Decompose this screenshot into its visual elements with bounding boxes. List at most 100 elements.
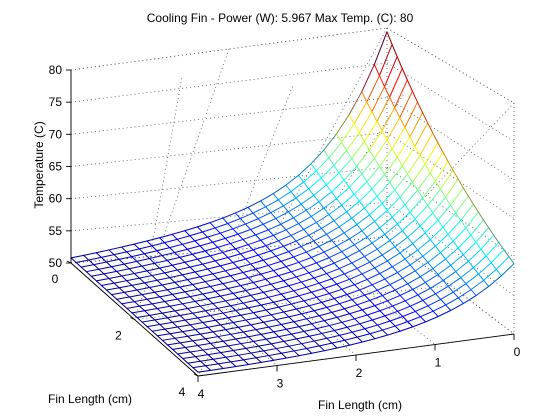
mesh-line-u-1-22 <box>353 101 368 125</box>
mesh-line-u-22-15 <box>371 315 386 321</box>
mesh-line-v-16-18 <box>364 294 371 301</box>
mesh-line-u-16-13 <box>316 293 330 298</box>
mesh-line-u-14-8 <box>242 299 257 304</box>
mesh-line-u-2-11 <box>219 228 234 234</box>
mesh-line-u-19-14 <box>343 304 358 310</box>
mesh-line-v-16-6 <box>303 228 310 236</box>
mesh-line-v-4-16 <box>202 322 209 328</box>
mesh-line-u-19-6 <box>242 329 257 333</box>
mesh-line-v-13-5 <box>260 239 267 247</box>
mesh-line-u-3-19 <box>325 172 340 186</box>
mesh-line-v-11-1 <box>214 227 221 234</box>
mesh-line-v-12-12 <box>283 280 290 287</box>
mesh-line-v-5-14 <box>204 310 211 316</box>
mesh-line-v-24-0 <box>373 63 380 77</box>
mesh-line-v-9-10 <box>235 280 242 287</box>
mesh-line-v-23-14 <box>432 212 439 221</box>
mesh-line-u-11-7 <box>214 288 229 292</box>
mesh-line-u-2-23 <box>371 86 386 113</box>
mesh-line-v-21-14 <box>407 236 414 245</box>
mesh-line-u-24-5 <box>255 355 270 359</box>
mesh-line-u-12-1 <box>144 308 158 312</box>
mesh-line-v-18-9 <box>343 232 350 240</box>
mesh-line-v-19-12 <box>371 242 378 250</box>
x-vertical-grid-line-3 <box>149 78 183 257</box>
mesh-line-u-24-16 <box>394 321 409 327</box>
mesh-line-v-15-8 <box>300 246 307 253</box>
mesh-line-u-20-7 <box>260 331 275 335</box>
mesh-line-v-11-8 <box>250 263 257 270</box>
mesh-line-u-18-18 <box>389 277 404 286</box>
mesh-line-v-9-8 <box>224 270 231 277</box>
mesh-line-u-15-21 <box>412 232 426 245</box>
mesh-line-u-12-16 <box>333 256 348 264</box>
z-tick-label-55: 55 <box>49 224 63 238</box>
mesh-line-u-20-14 <box>349 309 363 315</box>
mesh-line-u-20-18 <box>399 288 414 296</box>
mesh-line-u-4-3 <box>128 265 143 270</box>
mesh-line-v-3-24 <box>230 361 237 367</box>
mesh-line-u-7-17 <box>320 220 335 229</box>
mesh-line-v-18-2 <box>308 188 315 196</box>
mesh-line-v-7-18 <box>250 324 257 331</box>
mesh-line-u-19-16 <box>369 295 383 301</box>
mesh-line-v-23-13 <box>427 204 434 214</box>
mesh-line-v-12-14 <box>293 290 300 297</box>
mesh-line-u-8-18 <box>338 217 353 228</box>
mesh-line-u-24-7 <box>280 350 295 354</box>
mesh-line-v-9-0 <box>184 230 191 237</box>
mesh-line-v-2-12 <box>156 308 163 314</box>
mesh-line-v-24-12 <box>434 180 441 190</box>
mesh-line-v-17-10 <box>336 245 343 253</box>
mesh-line-u-19-4 <box>217 333 232 338</box>
mesh-line-u-24-20 <box>445 297 459 306</box>
mesh-line-v-11-23 <box>326 337 333 344</box>
mesh-line-u-6-21 <box>366 166 381 183</box>
mesh-line-v-23-12 <box>422 197 429 206</box>
mesh-line-v-18-12 <box>358 250 366 257</box>
mesh-line-v-15-22 <box>371 319 378 326</box>
mesh-line-v-6-0 <box>146 240 153 247</box>
mesh-line-u-8-13 <box>275 251 290 257</box>
mesh-line-u-11-23 <box>417 172 431 191</box>
mesh-line-u-19-10 <box>293 318 308 323</box>
mesh-line-u-18-17 <box>376 284 391 291</box>
mesh-line-v-1-23 <box>199 360 207 367</box>
mesh-line-v-7-12 <box>219 295 227 302</box>
mesh-line-u-14-6 <box>217 305 232 309</box>
mesh-line-u-3-7 <box>174 248 188 253</box>
mesh-line-v-18-16 <box>379 273 386 280</box>
mesh-line-v-11-17 <box>295 308 302 315</box>
mesh-line-v-16-1 <box>277 199 284 207</box>
mesh-line-u-23-22 <box>465 273 480 285</box>
mesh-line-u-7-7 <box>194 268 209 273</box>
mesh-line-u-13-17 <box>351 255 366 264</box>
mesh-line-u-7-0 <box>106 287 120 291</box>
mesh-line-v-24-16 <box>455 212 462 221</box>
mesh-line-v-17-13 <box>351 262 358 269</box>
mesh-line-v-9-20 <box>285 328 292 335</box>
mesh-line-u-20-11 <box>311 320 325 325</box>
mesh-line-u-19-19 <box>407 276 421 285</box>
mesh-line-v-23-22 <box>472 267 480 275</box>
mesh-line-v-18-19 <box>394 289 401 296</box>
mesh-line-u-10-3 <box>159 293 173 298</box>
mesh-line-v-3-4 <box>128 268 135 274</box>
mesh-line-u-17-16 <box>359 284 373 291</box>
mesh-line-u-7-2 <box>131 282 145 286</box>
mesh-line-u-9-16 <box>318 239 333 247</box>
mesh-line-u-7-5 <box>169 274 183 279</box>
mesh-line-v-7-8 <box>199 276 206 283</box>
mesh-line-u-4-11 <box>229 238 244 245</box>
mesh-line-v-19-19 <box>407 283 414 290</box>
mesh-line-v-4-20 <box>222 340 229 347</box>
mesh-line-v-2-21 <box>202 349 209 356</box>
mesh-line-u-4-10 <box>217 243 231 248</box>
mesh-line-v-23-19 <box>457 247 464 256</box>
mesh-line-u-4-4 <box>141 262 156 267</box>
mesh-line-u-7-16 <box>308 227 322 236</box>
y-tick-mark-0 <box>66 260 72 264</box>
mesh-line-v-6-8 <box>186 279 194 285</box>
mesh-line-u-22-24 <box>485 241 500 257</box>
mesh-line-v-3-8 <box>149 287 156 293</box>
